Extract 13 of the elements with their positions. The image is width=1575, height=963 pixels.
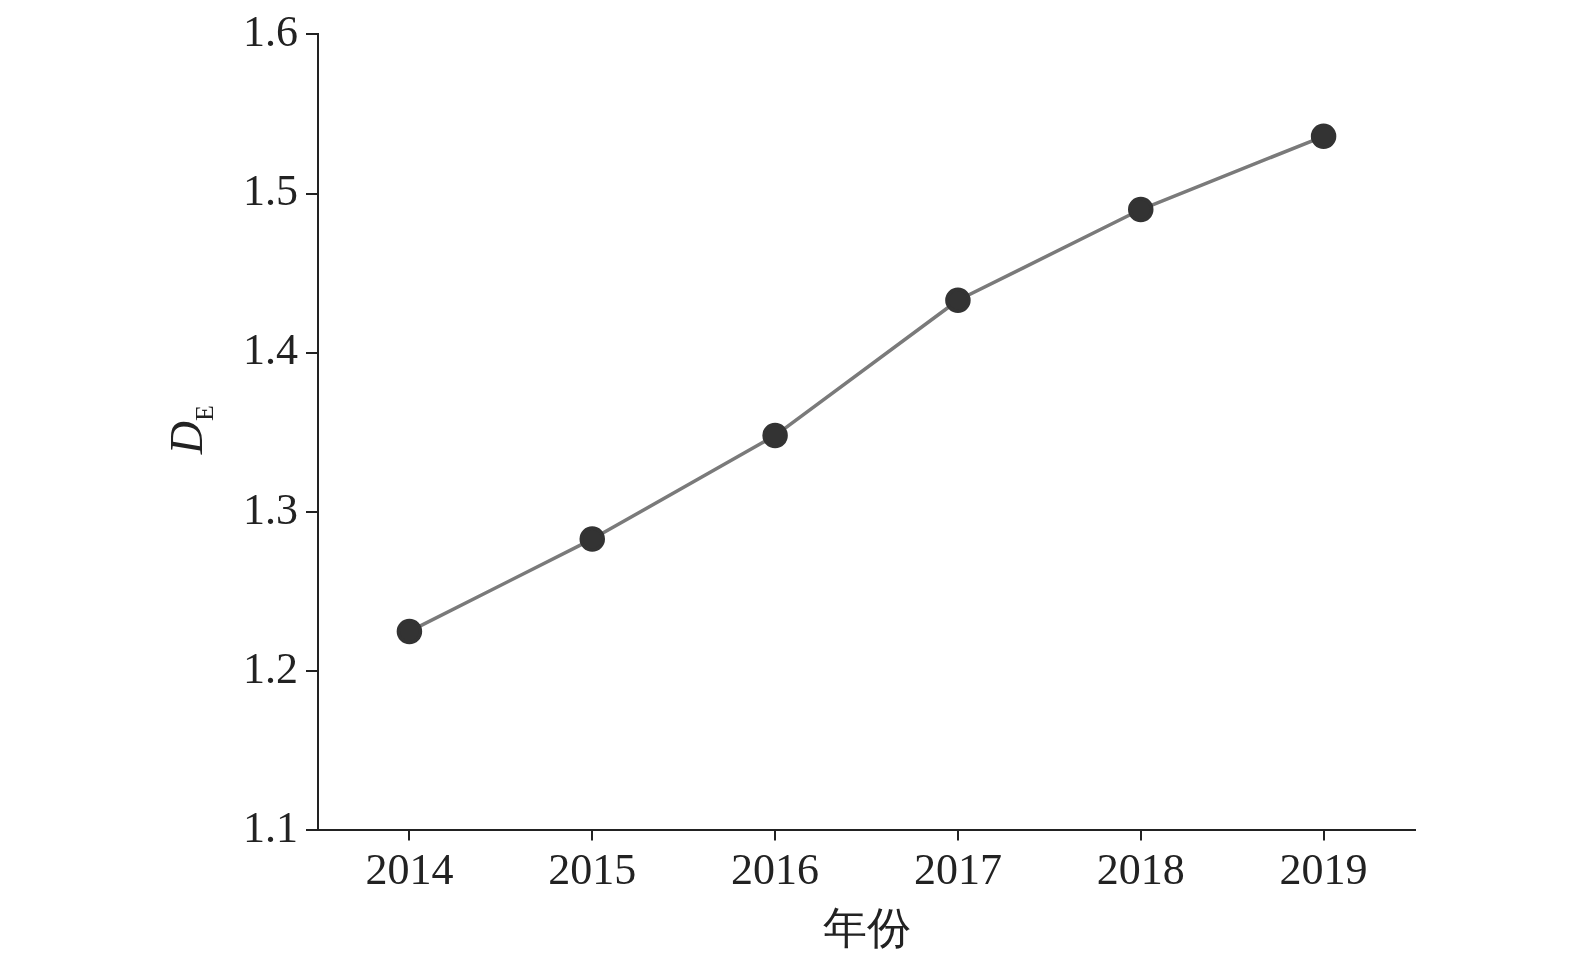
y-tick-label: 1.3 [243,484,298,534]
x-tick-label: 2018 [1096,845,1185,895]
x-tick-label: 2016 [731,845,820,895]
x-tick-label: 2014 [365,845,454,895]
x-tick-label: 2019 [1279,845,1368,895]
y-tick-label: 1.2 [243,643,298,693]
y-tick-label: 1.1 [243,802,298,852]
x-tick-label: 2015 [548,845,637,895]
y-tick-label: 1.6 [243,6,298,56]
y-tick-label: 1.4 [243,325,298,375]
x-axis-title: 年份 [822,904,911,954]
x-tick-label: 2017 [913,845,1002,895]
y-tick-label: 1.5 [243,166,298,216]
